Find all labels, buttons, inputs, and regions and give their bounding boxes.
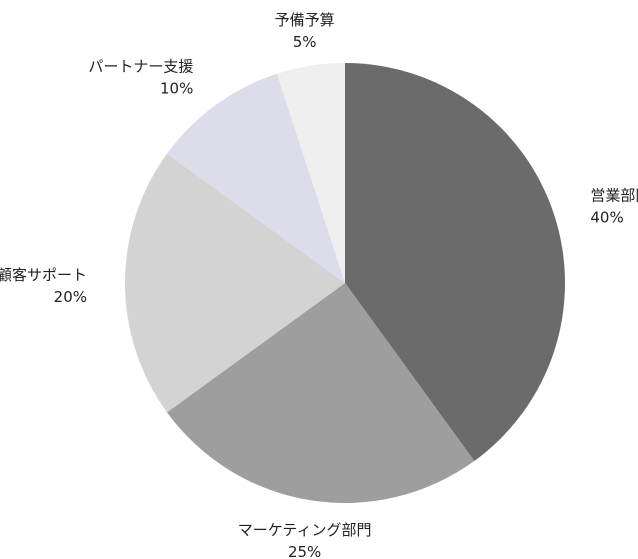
pie-slice	[277, 63, 345, 283]
slice-category-label: 予備予算	[275, 11, 335, 29]
slice-percent-label: 10%	[160, 79, 193, 97]
slice-percent-label: 25%	[288, 543, 321, 559]
pie-labels: 営業部門 40% マーケティング部門 25% 顧客サポート 20% パートナー支援 10% 予備…	[0, 11, 638, 559]
pie-slice	[167, 73, 345, 283]
pie-slice	[345, 63, 565, 461]
slice-category-label: 顧客サポート	[0, 266, 87, 284]
slice-percent-label: 40%	[590, 208, 623, 226]
slice-category-label: 営業部門	[590, 186, 638, 204]
slice-percent-label: 20%	[54, 288, 87, 306]
slice-category-label: マーケティング部門	[238, 521, 372, 539]
pie-slice	[125, 153, 345, 413]
pie-slices	[125, 63, 565, 503]
pie-slice	[167, 283, 475, 503]
slice-percent-label: 5%	[293, 33, 317, 51]
slice-category-label: パートナー支援	[88, 57, 193, 75]
